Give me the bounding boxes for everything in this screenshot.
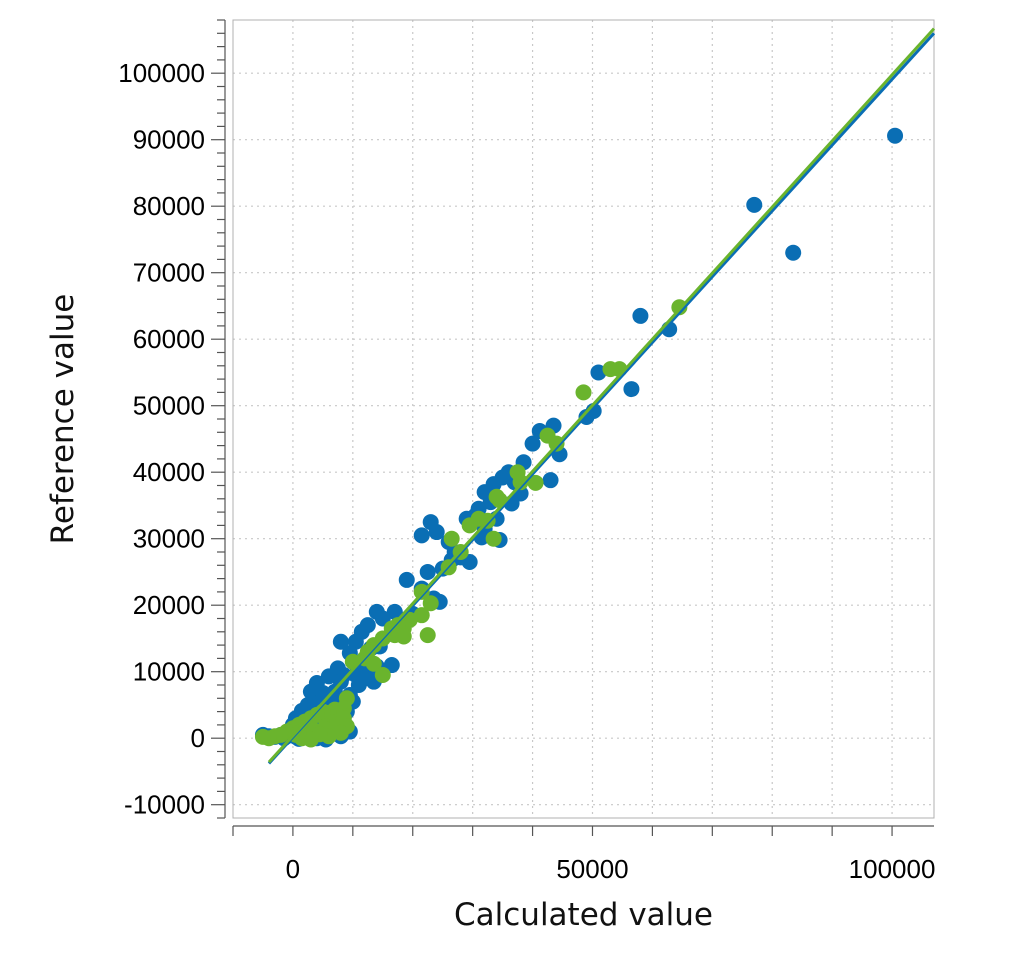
y-tick-label: -10000 xyxy=(124,790,205,820)
y-tick-label: 10000 xyxy=(133,657,205,687)
data-point xyxy=(332,633,349,650)
data-point xyxy=(302,683,319,700)
y-tick-label: 20000 xyxy=(133,590,205,620)
fit-lines xyxy=(267,27,936,765)
data-point xyxy=(461,517,478,534)
data-point xyxy=(398,571,415,588)
data-point xyxy=(590,364,607,381)
y-tick-label: 100000 xyxy=(118,58,205,88)
data-point xyxy=(365,655,382,672)
data-point xyxy=(428,524,445,541)
data-points xyxy=(254,127,904,748)
data-point xyxy=(443,530,460,547)
data-point xyxy=(632,307,649,324)
data-point xyxy=(374,667,391,684)
y-tick-label: 40000 xyxy=(133,457,205,487)
y-tick-label: 70000 xyxy=(133,258,205,288)
x-tick-label: 50000 xyxy=(556,854,628,884)
data-point xyxy=(575,384,592,401)
x-axis-title: Calculated value xyxy=(454,897,713,933)
data-point xyxy=(527,474,544,491)
data-point xyxy=(623,381,640,398)
data-point xyxy=(785,244,802,261)
data-point xyxy=(419,627,436,644)
grid-lines xyxy=(233,20,934,818)
y-tick-label: 80000 xyxy=(133,191,205,221)
y-tick-label: 0 xyxy=(191,723,205,753)
data-point xyxy=(422,595,439,612)
data-point xyxy=(419,563,436,580)
data-point xyxy=(542,472,559,489)
y-tick-label: 60000 xyxy=(133,324,205,354)
fit-line xyxy=(267,27,936,764)
x-tick-label: 0 xyxy=(286,854,300,884)
y-tick-label: 90000 xyxy=(133,125,205,155)
data-point xyxy=(320,668,337,685)
data-point xyxy=(602,361,619,378)
data-point xyxy=(485,530,502,547)
data-point xyxy=(524,435,541,452)
axes: -10000 0 10000 20000 30000 40000 50000 60000 700… xyxy=(118,19,936,884)
plot-area-frame xyxy=(232,19,935,819)
data-point xyxy=(368,603,385,620)
y-tick-label: 30000 xyxy=(133,524,205,554)
data-point xyxy=(254,728,271,745)
data-point xyxy=(413,527,430,544)
data-point xyxy=(887,127,904,144)
data-point xyxy=(332,724,349,741)
data-point xyxy=(488,488,505,505)
x-tick-label: 100000 xyxy=(849,854,936,884)
y-tick-label: 50000 xyxy=(133,391,205,421)
data-point xyxy=(395,628,412,645)
y-axis-title: Reference value xyxy=(45,294,81,545)
data-point xyxy=(746,196,763,213)
data-point xyxy=(413,607,430,624)
